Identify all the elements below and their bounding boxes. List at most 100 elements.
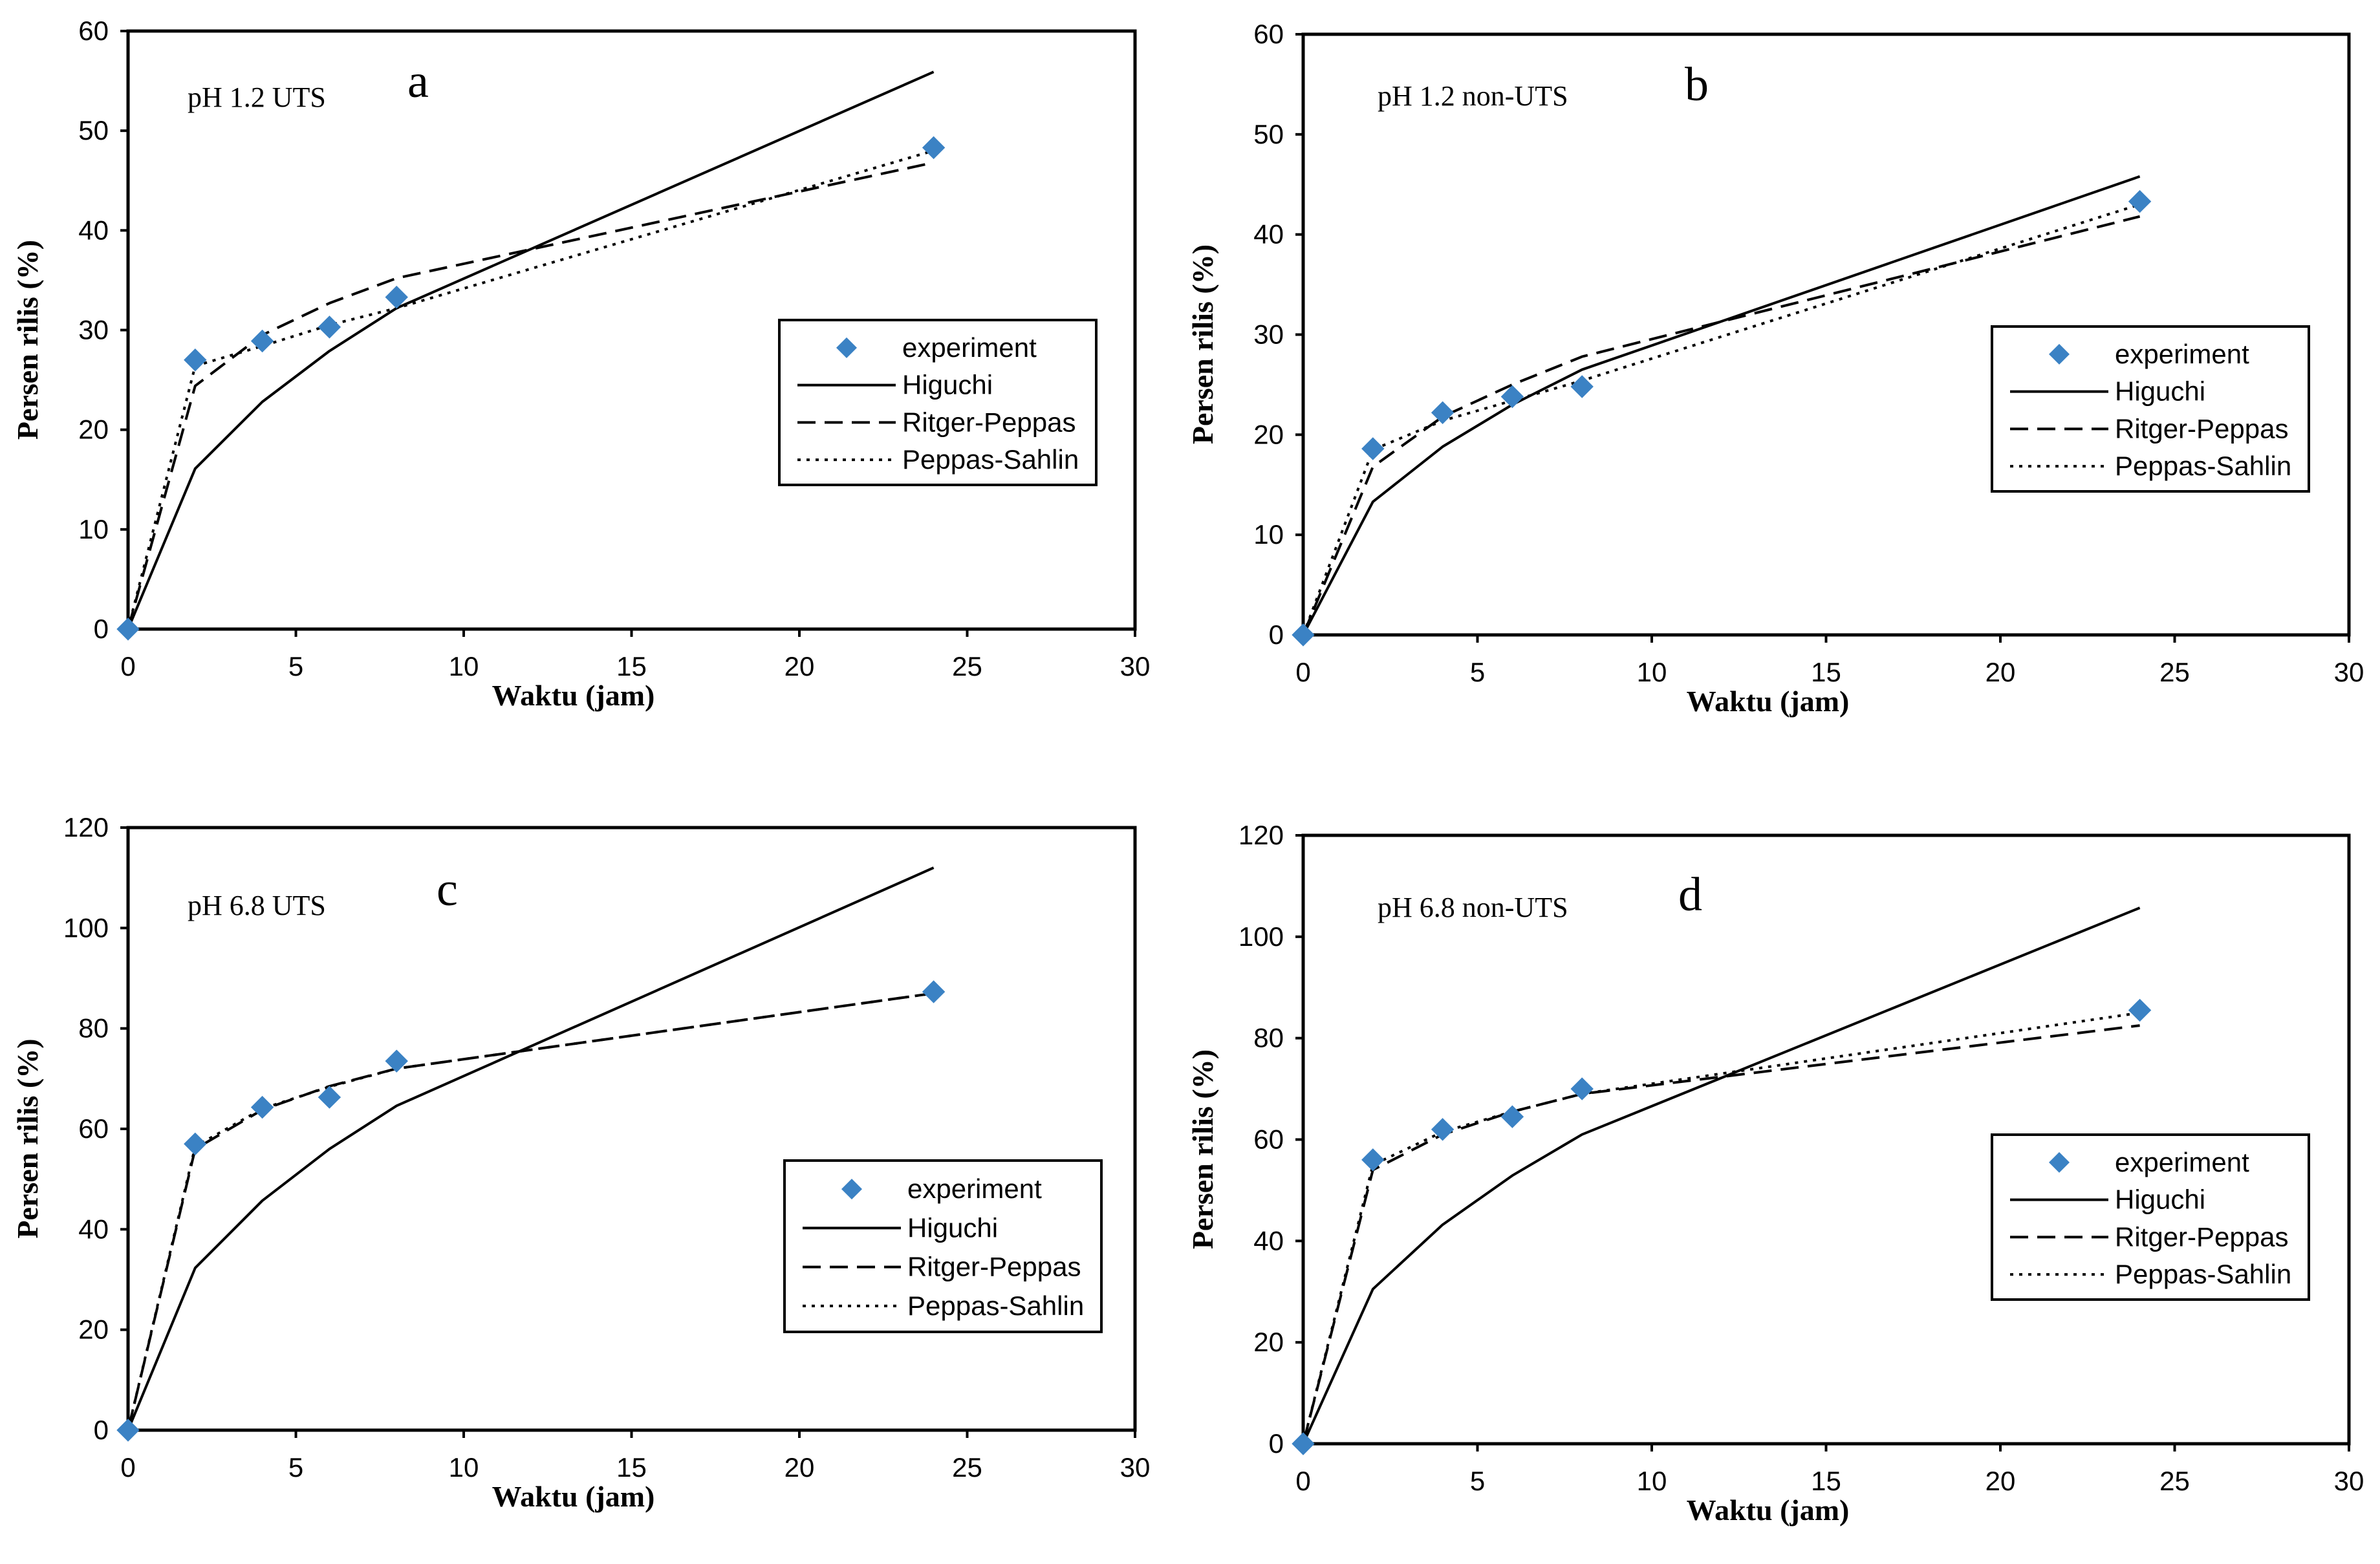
series-line-higuchi — [127, 866, 935, 1431]
y-tick-label: 10 — [78, 514, 109, 544]
series-line-ritger-peppas — [1302, 215, 2141, 636]
experiment-marker — [116, 617, 140, 641]
panel-title: pH 1.2 non-UTS — [1378, 80, 1568, 112]
y-tick-label: 30 — [78, 315, 109, 345]
legend-box — [1991, 325, 2310, 493]
series-line-higuchi — [127, 70, 935, 630]
y-tick-label: 50 — [78, 115, 109, 145]
y-axis-label: Persen rilis (%) — [1186, 244, 1219, 444]
y-tick-label: 0 — [94, 614, 109, 644]
x-tick-label: 25 — [952, 651, 982, 681]
x-tick-label: 0 — [120, 1452, 135, 1483]
legend-label: experiment — [2115, 1147, 2249, 1177]
experiment-marker — [385, 285, 408, 309]
x-tick-label: 20 — [784, 651, 815, 681]
x-tick-label: 10 — [449, 1452, 479, 1483]
experiment-marker — [2128, 189, 2152, 213]
chart-panel-d: 0 20 40 60 80 100 120 0 5 10 15 20 25 30 Waktu (jam) Pe… — [1186, 820, 2364, 1527]
experiment-marker — [1361, 1148, 1385, 1172]
legend: experiment Higuchi Ritger-Peppas Peppas-Sah… — [778, 319, 1098, 486]
x-tick-label: 5 — [288, 651, 303, 681]
chart-panel-b: 0 10 20 30 40 50 60 0 5 10 15 20 25 30 Waktu (jam) Pers… — [1186, 19, 2364, 718]
experiment-marker — [250, 1095, 274, 1119]
x-axis-label: Waktu (jam) — [1687, 685, 1850, 718]
y-tick-label: 0 — [1269, 619, 1284, 650]
series-line-ritger-peppas — [127, 161, 935, 630]
legend-label: Ritger-Peppas — [907, 1252, 1081, 1282]
panel-letter: b — [1685, 58, 1709, 111]
y-tick-label: 40 — [1253, 219, 1284, 250]
y-tick-label: 20 — [1253, 419, 1284, 449]
y-tick-label: 60 — [1253, 1124, 1284, 1155]
experiment-marker — [1570, 1077, 1594, 1100]
chart-panel-a: 0 10 20 30 40 50 60 0 5 10 15 20 25 30 Waktu (jam) Pers… — [11, 16, 1150, 712]
x-tick-label: 20 — [1985, 657, 2016, 687]
x-tick-label: 30 — [2334, 1466, 2364, 1496]
experiment-marker — [184, 348, 207, 372]
legend-label: Peppas-Sahlin — [2115, 1259, 2291, 1289]
legend: experiment Higuchi Ritger-Peppas Peppas-Sah… — [1991, 1133, 2310, 1301]
y-tick-label: 80 — [1253, 1023, 1284, 1053]
legend-box — [1991, 1133, 2310, 1301]
series-line-higuchi — [1302, 906, 2141, 1444]
panel-letter: d — [1678, 868, 1702, 921]
experiment-marker — [922, 136, 946, 160]
x-tick-label: 25 — [2159, 657, 2190, 687]
x-axis-label: Waktu (jam) — [1687, 1494, 1850, 1527]
x-tick-label: 15 — [616, 651, 647, 681]
y-tick-label: 10 — [1253, 519, 1284, 550]
experiment-marker — [1292, 623, 1315, 647]
x-tick-label: 15 — [616, 1452, 647, 1483]
legend-marker — [836, 337, 857, 358]
x-axis-label: Waktu (jam) — [492, 1480, 655, 1513]
y-tick-label: 20 — [1253, 1327, 1284, 1357]
y-axis-label: Persen rilis (%) — [1186, 1049, 1219, 1249]
y-tick-label: 40 — [1253, 1225, 1284, 1256]
legend-box — [778, 319, 1098, 486]
x-tick-label: 30 — [1120, 1452, 1151, 1483]
experiment-marker — [1361, 437, 1385, 460]
y-axis-label: Persen rilis (%) — [11, 240, 44, 440]
experiment-marker — [1431, 401, 1455, 424]
y-tick-label: 20 — [78, 414, 109, 445]
series-line-peppas-sahlin — [1302, 1011, 2140, 1444]
y-tick-label: 40 — [78, 215, 109, 245]
x-tick-label: 0 — [120, 651, 135, 681]
series-line-higuchi — [1302, 175, 2141, 636]
experiment-marker — [318, 1086, 341, 1109]
legend-label: experiment — [907, 1173, 1042, 1204]
y-tick-label: 100 — [1239, 921, 1284, 952]
legend: experiment Higuchi Ritger-Peppas Peppas-Sah… — [783, 1159, 1103, 1333]
legend-label: Higuchi — [2115, 1184, 2205, 1215]
legend-label: experiment — [902, 332, 1037, 363]
legend-label: Higuchi — [902, 370, 993, 400]
experiment-marker — [318, 316, 341, 339]
y-tick-label: 60 — [78, 16, 109, 46]
series-line-peppas-sahlin — [1302, 203, 2141, 636]
y-tick-label: 30 — [1253, 319, 1284, 350]
x-tick-label: 20 — [784, 1452, 815, 1483]
legend-label: Peppas-Sahlin — [2115, 451, 2291, 481]
legend-box — [783, 1159, 1103, 1333]
x-tick-label: 20 — [1985, 1466, 2016, 1496]
x-tick-label: 10 — [449, 651, 479, 681]
experiment-marker — [385, 1049, 408, 1073]
series-line-peppas-sahlin — [127, 149, 935, 630]
legend-label: Ritger-Peppas — [2115, 413, 2288, 444]
experiment-marker — [1500, 1105, 1524, 1128]
y-tick-label: 0 — [94, 1415, 109, 1445]
x-tick-label: 10 — [1637, 657, 1667, 687]
panel-letter: c — [437, 863, 458, 916]
experiment-marker — [250, 329, 274, 353]
y-tick-label: 60 — [78, 1113, 109, 1144]
panel-title: pH 1.2 UTS — [188, 81, 326, 113]
legend-label: Higuchi — [2115, 376, 2205, 407]
experiment-marker — [1500, 385, 1524, 409]
legend-label: Peppas-Sahlin — [907, 1291, 1084, 1321]
chart-panel-c: 0 20 40 60 80 100 120 0 5 10 15 20 25 30 Waktu (jam) Pe… — [11, 812, 1150, 1513]
y-tick-label: 100 — [63, 912, 109, 943]
legend-marker — [841, 1179, 862, 1200]
y-tick-label: 80 — [78, 1013, 109, 1044]
legend-label: Ritger-Peppas — [2115, 1221, 2288, 1252]
